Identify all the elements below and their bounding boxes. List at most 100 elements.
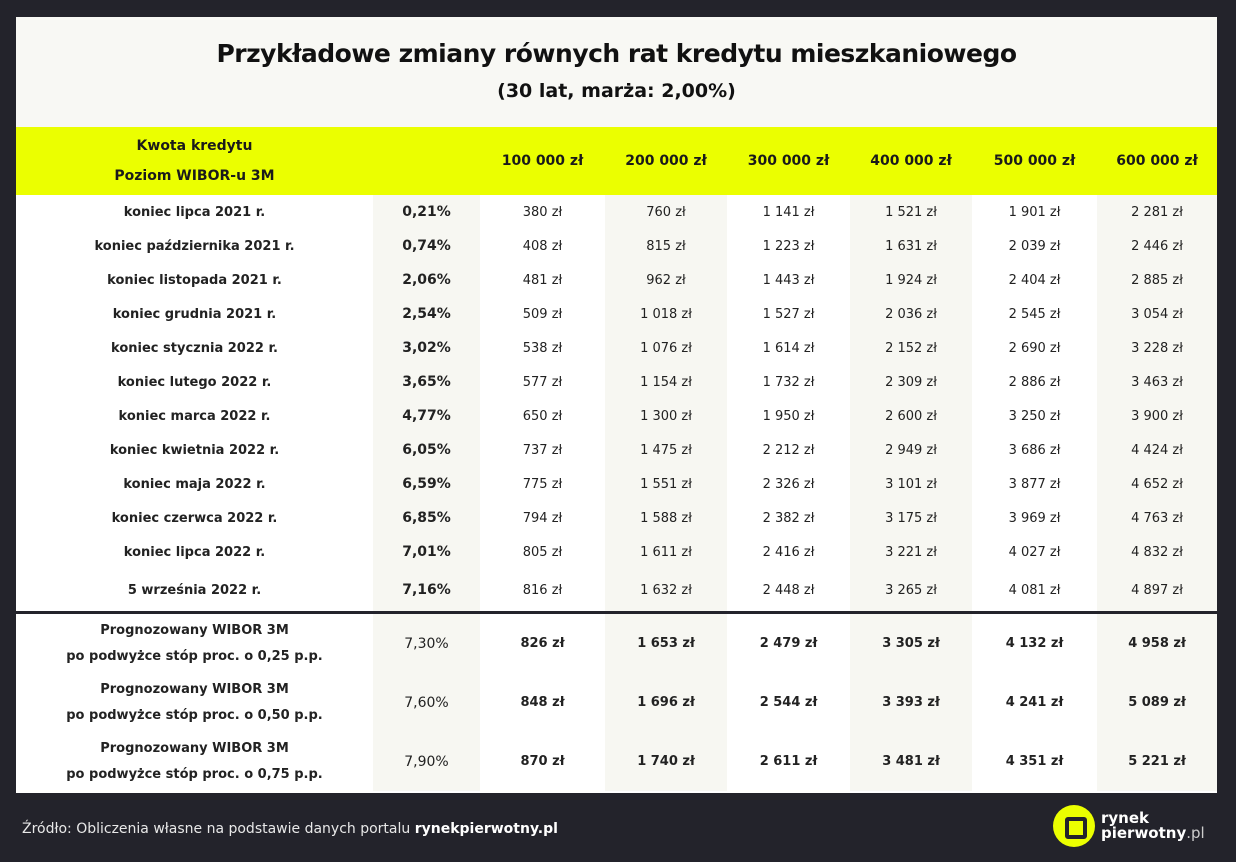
installment-cell: 1 551 zł bbox=[605, 467, 727, 501]
installment-cell: 3 969 zł bbox=[1008, 510, 1061, 526]
installment-cell: 3 686 zł bbox=[1008, 442, 1061, 458]
installment-cell: 4 027 zł bbox=[1008, 544, 1061, 560]
installment-cell: 1 924 zł bbox=[850, 263, 972, 297]
row-label: koniec marca 2022 r. bbox=[118, 408, 271, 424]
logo-line1: rynek bbox=[1101, 809, 1150, 827]
source-text: Źródło: Obliczenia własne na podstawie d… bbox=[22, 821, 415, 837]
installment-cell: 1 950 zł bbox=[762, 408, 815, 424]
table-row: koniec czerwca 2022 r. 6,85% 794 zł 1 588 z… bbox=[16, 501, 1217, 535]
installment-cell: 3 054 zł bbox=[1097, 297, 1217, 331]
installment-cell: 816 zł bbox=[522, 582, 563, 598]
page-subtitle: (30 lat, marża: 2,00%) bbox=[497, 80, 736, 102]
row-label: koniec października 2021 r. bbox=[94, 238, 295, 254]
installment-cell: 2 545 zł bbox=[1008, 306, 1061, 322]
table-row: koniec grudnia 2021 r. 2,54% 509 zł 1 018 z… bbox=[16, 297, 1217, 331]
logo-text: rynek pierwotny.pl bbox=[1101, 811, 1205, 841]
table-row: koniec stycznia 2022 r. 3,02% 538 zł 1 076 … bbox=[16, 331, 1217, 365]
logo-mark-icon bbox=[1053, 805, 1095, 847]
wibor-value: 7,90% bbox=[373, 732, 480, 791]
installment-cell: 775 zł bbox=[522, 476, 563, 492]
rates-table: Kwota kredytu Poziom WIBOR-u 3M 100 000 z… bbox=[16, 127, 1217, 791]
installment-cell: 5 221 zł bbox=[1097, 732, 1217, 791]
installment-cell: 2 382 zł bbox=[762, 510, 815, 526]
logo: rynek pierwotny.pl bbox=[1053, 805, 1205, 847]
wibor-value: 7,60% bbox=[373, 673, 480, 732]
installment-cell: 1 076 zł bbox=[605, 331, 727, 365]
forecast-row: Prognozowany WIBOR 3M po podwyżce stóp pr… bbox=[16, 673, 1217, 732]
installment-cell: 4 763 zł bbox=[1097, 501, 1217, 535]
row-label: koniec lutego 2022 r. bbox=[117, 374, 272, 390]
header-amount-label: Kwota kredytu bbox=[136, 138, 253, 154]
table-row: koniec października 2021 r. 0,74% 408 zł 81… bbox=[16, 229, 1217, 263]
installment-cell: 5 089 zł bbox=[1097, 673, 1217, 732]
installment-cell: 826 zł bbox=[520, 636, 565, 651]
installment-cell: 3 250 zł bbox=[1008, 408, 1061, 424]
forecast-label-line2: po podwyżce stóp proc. o 0,50 p.p. bbox=[66, 707, 323, 723]
table-row: koniec lipca 2021 r. 0,21% 380 zł 760 zł 1 1… bbox=[16, 195, 1217, 229]
row-label: koniec maja 2022 r. bbox=[123, 476, 266, 492]
forecast-row: Prognozowany WIBOR 3M po podwyżce stóp pr… bbox=[16, 732, 1217, 791]
installment-cell: 3 463 zł bbox=[1097, 365, 1217, 399]
installment-cell: 1 696 zł bbox=[605, 673, 727, 732]
installment-cell: 2 611 zł bbox=[759, 754, 818, 769]
row-label: koniec czerwca 2022 r. bbox=[111, 510, 278, 526]
installment-cell: 1 300 zł bbox=[605, 399, 727, 433]
header-wibor-label: Poziom WIBOR-u 3M bbox=[114, 168, 275, 184]
installment-cell: 794 zł bbox=[522, 510, 563, 526]
installment-cell: 3 877 zł bbox=[1008, 476, 1061, 492]
installment-cell: 1 443 zł bbox=[762, 272, 815, 288]
installment-cell: 1 740 zł bbox=[605, 732, 727, 791]
installment-cell: 4 652 zł bbox=[1097, 467, 1217, 501]
row-label: koniec stycznia 2022 r. bbox=[111, 340, 278, 356]
installment-cell: 1 588 zł bbox=[605, 501, 727, 535]
table-row: koniec listopada 2021 r. 2,06% 481 zł 962 z… bbox=[16, 263, 1217, 297]
wibor-value: 3,65% bbox=[373, 365, 480, 399]
installment-cell: 3 305 zł bbox=[850, 614, 972, 673]
row-label: koniec grudnia 2021 r. bbox=[112, 306, 277, 322]
header-wibor bbox=[373, 127, 480, 195]
installment-cell: 408 zł bbox=[522, 238, 563, 254]
installment-cell: 4 424 zł bbox=[1097, 433, 1217, 467]
installment-cell: 481 zł bbox=[522, 272, 563, 288]
row-label: koniec kwietnia 2022 r. bbox=[109, 442, 280, 458]
installment-cell: 2 886 zł bbox=[1008, 374, 1061, 390]
installment-cell: 3 228 zł bbox=[1097, 331, 1217, 365]
installment-cell: 509 zł bbox=[522, 306, 563, 322]
installment-cell: 870 zł bbox=[520, 754, 565, 769]
table-row: 5 września 2022 r. 7,16% 816 zł 1 632 zł 2 4… bbox=[16, 569, 1217, 611]
installment-cell: 2 416 zł bbox=[762, 544, 815, 560]
row-label: koniec lipca 2022 r. bbox=[123, 544, 266, 560]
installment-cell: 805 zł bbox=[522, 544, 563, 560]
installment-cell: 4 081 zł bbox=[1008, 582, 1061, 598]
page-title: Przykładowe zmiany równych rat kredytu m… bbox=[216, 39, 1017, 68]
installment-cell: 577 zł bbox=[522, 374, 563, 390]
wibor-value: 2,54% bbox=[373, 297, 480, 331]
installment-cell: 3 481 zł bbox=[850, 732, 972, 791]
table-row: koniec maja 2022 r. 6,59% 775 zł 1 551 zł 2 … bbox=[16, 467, 1217, 501]
wibor-value: 0,21% bbox=[373, 195, 480, 229]
installment-cell: 3 101 zł bbox=[850, 467, 972, 501]
source-note: Źródło: Obliczenia własne na podstawie d… bbox=[22, 821, 558, 837]
forecast-label-line1: Prognozowany WIBOR 3M bbox=[100, 622, 289, 638]
logo-suffix: .pl bbox=[1186, 824, 1205, 842]
installment-cell: 2 949 zł bbox=[850, 433, 972, 467]
installment-cell: 2 212 zł bbox=[762, 442, 815, 458]
installment-cell: 1 154 zł bbox=[605, 365, 727, 399]
installment-cell: 3 900 zł bbox=[1097, 399, 1217, 433]
installment-cell: 1 631 zł bbox=[850, 229, 972, 263]
table-row: koniec lipca 2022 r. 7,01% 805 zł 1 611 zł 2… bbox=[16, 535, 1217, 569]
title-box: Przykładowe zmiany równych rat kredytu m… bbox=[16, 17, 1217, 127]
row-label: koniec listopada 2021 r. bbox=[107, 272, 282, 288]
forecast-label-line1: Prognozowany WIBOR 3M bbox=[100, 681, 289, 697]
installment-cell: 4 832 zł bbox=[1097, 535, 1217, 569]
installment-cell: 2 544 zł bbox=[759, 695, 818, 710]
header-amount: 500 000 zł bbox=[993, 153, 1076, 169]
installment-cell: 1 475 zł bbox=[605, 433, 727, 467]
wibor-value: 6,05% bbox=[373, 433, 480, 467]
installment-cell: 1 632 zł bbox=[605, 569, 727, 611]
installment-cell: 2 039 zł bbox=[1008, 238, 1061, 254]
installment-cell: 848 zł bbox=[520, 695, 565, 710]
installment-cell: 1 018 zł bbox=[605, 297, 727, 331]
header-amount: 400 000 zł bbox=[870, 153, 952, 169]
header-amount: 200 000 zł bbox=[625, 153, 707, 169]
